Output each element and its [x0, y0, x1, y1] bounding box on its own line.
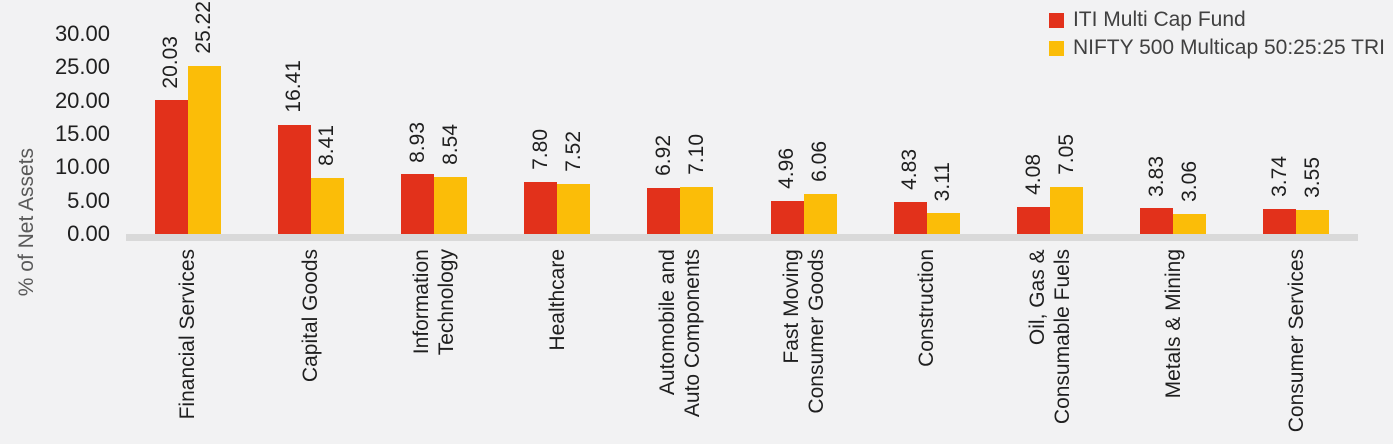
bar-nifty-benchmark — [187, 65, 221, 234]
category-axis-labels: Financial Services Capital Goods Informati… — [126, 241, 1358, 432]
plot-area: 20.03 25.22 16.41 8.41 8.93 8.54 7.80 7.52 6.92 7… — [126, 0, 1358, 444]
bar-nifty-benchmark — [310, 177, 344, 234]
bar-nifty-benchmark — [1173, 213, 1207, 234]
bar-group: 4.83 3.11 — [865, 34, 988, 234]
category-label: Automobile and Auto Components — [656, 249, 705, 418]
data-label: 4.96 — [775, 148, 799, 189]
data-label: 7.52 — [561, 131, 585, 172]
legend-label-fund: ITI Multi Cap Fund — [1072, 8, 1246, 31]
data-label: 8.41 — [315, 125, 339, 166]
bar-nifty-benchmark — [680, 186, 714, 234]
bar-iti-multi-cap-fund — [401, 174, 434, 234]
bar-group: 4.96 6.06 — [742, 34, 865, 234]
bar-nifty-benchmark — [557, 183, 591, 234]
bar-iti-multi-cap-fund — [277, 124, 311, 234]
fund-color-swatch — [1048, 12, 1064, 28]
data-label: 3.83 — [1144, 155, 1168, 197]
legend-item-benchmark: NIFTY 500 Multicap 50:25:25 TRI — [1048, 34, 1385, 62]
bar-iti-multi-cap-fund — [1140, 208, 1174, 234]
category-label: Construction — [915, 249, 939, 367]
bar-group: 6.92 7.10 — [619, 34, 742, 234]
bar-group: 3.83 3.06 — [1112, 34, 1235, 234]
bar-group: 20.03 25.22 — [126, 1, 249, 234]
y-tick-label: 10.00 — [54, 154, 110, 180]
bar-groups: 20.03 25.22 16.41 8.41 8.93 8.54 7.80 7.52 6.92 7… — [126, 1, 1358, 234]
bar-nifty-benchmark — [1050, 187, 1084, 234]
data-label: 7.05 — [1054, 134, 1078, 175]
y-tick-label: 5.00 — [67, 187, 110, 213]
data-label: 3.74 — [1267, 156, 1291, 198]
y-tick-label: 15.00 — [54, 121, 110, 146]
legend: ITI Multi Cap Fund NIFTY 500 Multicap 50… — [1048, 6, 1385, 62]
category-label: Healthcare — [545, 249, 569, 351]
category-label: Consumer Services — [1284, 249, 1308, 433]
category-label: Oil, Gas & Consumable Fuels — [1026, 249, 1075, 425]
data-label: 8.54 — [438, 124, 462, 166]
data-label: 6.06 — [808, 140, 832, 182]
data-label: 16.41 — [282, 60, 306, 113]
data-label: 3.55 — [1300, 157, 1324, 199]
category-label: Metals & Mining — [1161, 249, 1185, 399]
data-label: 7.10 — [684, 133, 708, 175]
y-axis-ticks: 30.00 25.00 20.00 15.00 10.00 5.00 0.00 — [0, 0, 110, 444]
bar-iti-multi-cap-fund — [893, 201, 927, 234]
data-label: 3.11 — [931, 161, 955, 202]
bar-nifty-benchmark — [926, 213, 960, 234]
bar-iti-multi-cap-fund — [770, 200, 804, 234]
bar-nifty-benchmark — [434, 177, 467, 234]
data-label: 8.93 — [405, 121, 429, 163]
benchmark-color-swatch — [1048, 40, 1064, 56]
bar-iti-multi-cap-fund — [1017, 206, 1051, 234]
bar-iti-multi-cap-fund — [524, 182, 558, 234]
data-label: 25.22 — [192, 1, 216, 54]
data-label: 7.80 — [528, 129, 552, 170]
bar-group: 7.80 7.52 — [496, 34, 619, 234]
bar-iti-multi-cap-fund — [647, 187, 681, 234]
legend-item-fund: ITI Multi Cap Fund — [1048, 6, 1246, 34]
bar-nifty-benchmark — [803, 193, 837, 234]
y-tick-label: 0.00 — [67, 221, 110, 246]
bar-group: 8.93 8.54 — [372, 34, 495, 234]
bar-group: 4.08 7.05 — [988, 34, 1111, 234]
category-label: Fast Moving Consumer Goods — [779, 249, 828, 414]
data-label: 20.03 — [159, 35, 183, 89]
legend-label-benchmark: NIFTY 500 Multicap 50:25:25 TRI — [1072, 36, 1385, 59]
category-label: Capital Goods — [299, 249, 323, 383]
category-label: Financial Services — [176, 249, 200, 420]
data-label: 4.83 — [898, 148, 922, 190]
data-label: 4.08 — [1021, 153, 1045, 195]
data-label: 6.92 — [651, 135, 675, 176]
y-tick-label: 30.00 — [54, 21, 110, 46]
bar-nifty-benchmark — [1296, 210, 1330, 234]
data-label: 3.06 — [1177, 160, 1201, 202]
category-label: Information Technology — [410, 249, 458, 356]
y-tick-label: 25.00 — [54, 54, 110, 80]
y-tick-label: 20.00 — [54, 87, 110, 113]
bar-iti-multi-cap-fund — [1263, 209, 1297, 234]
bar-group: 16.41 8.41 — [249, 34, 372, 234]
bar-iti-multi-cap-fund — [154, 100, 188, 234]
bar-group: 3.74 3.55 — [1235, 34, 1358, 234]
x-axis-line — [126, 234, 1358, 241]
